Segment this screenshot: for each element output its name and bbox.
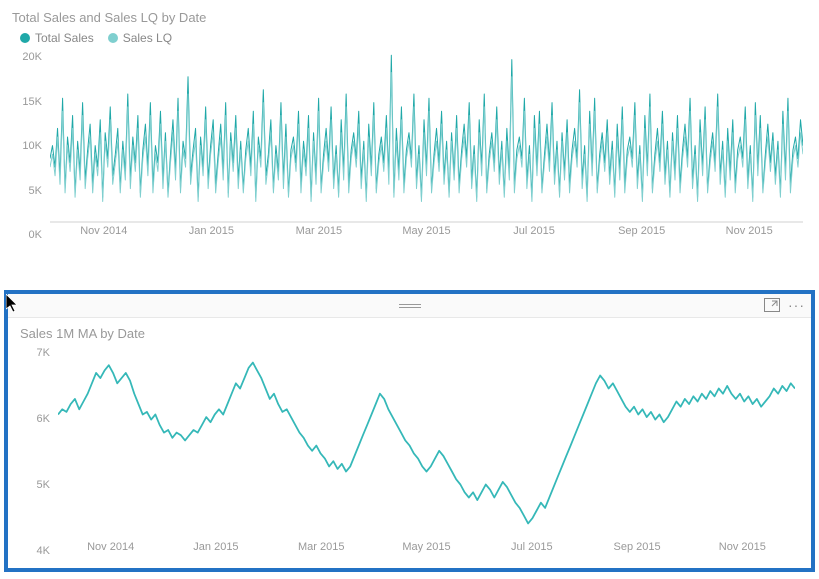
axis-tick-label: Jan 2015 (189, 225, 234, 237)
legend-label: Total Sales (35, 31, 94, 45)
chart-plot-area[interactable]: 20K 15K 10K 5K 0K Nov 2014 Jan 2015 Mar 2015 Ma… (12, 51, 807, 241)
axis-tick-label: 15K (22, 96, 42, 108)
chart-title: Total Sales and Sales LQ by Date (12, 10, 807, 25)
axis-tick-label: Nov 2014 (80, 225, 127, 237)
axis-tick-label: Nov 2015 (719, 541, 766, 553)
x-axis: Nov 2014 Jan 2015 Mar 2015 May 2015 Jul 2015… (50, 225, 803, 241)
chart-plot-area[interactable]: 7K 6K 5K 4K Nov 2014 Jan 2015 Mar 2015 May 201… (20, 347, 799, 557)
axis-tick-label: Nov 2015 (726, 225, 773, 237)
plot (50, 51, 803, 223)
axis-tick-label: Mar 2015 (296, 225, 342, 237)
legend-item-total-sales[interactable]: Total Sales (20, 31, 94, 45)
visual-header-toolbar: ··· (8, 294, 811, 318)
x-axis: Nov 2014 Jan 2015 Mar 2015 May 2015 Jul 2015… (58, 541, 795, 557)
chart-visual-total-sales[interactable]: Total Sales and Sales LQ by Date Total S… (0, 0, 819, 280)
axis-tick-label: Sep 2015 (618, 225, 665, 237)
legend-item-sales-lq[interactable]: Sales LQ (108, 31, 172, 45)
axis-tick-label: 0K (29, 229, 42, 241)
plot (58, 347, 795, 539)
axis-tick-label: May 2015 (402, 225, 450, 237)
axis-tick-label: 4K (37, 545, 50, 557)
focus-mode-button[interactable] (764, 298, 780, 312)
legend-swatch-icon (20, 33, 30, 43)
legend-label: Sales LQ (123, 31, 172, 45)
axis-tick-label: Jul 2015 (513, 225, 555, 237)
legend: Total Sales Sales LQ (20, 31, 807, 45)
y-axis: 20K 15K 10K 5K 0K (12, 51, 46, 241)
axis-tick-label: 5K (37, 479, 50, 491)
axis-tick-label: 6K (37, 413, 50, 425)
chart-title: Sales 1M MA by Date (20, 326, 799, 341)
axis-tick-label: 10K (22, 140, 42, 152)
cursor-icon (6, 294, 22, 319)
axis-tick-label: Jan 2015 (193, 541, 238, 553)
drag-handle-icon[interactable] (399, 304, 421, 308)
axis-tick-label: 5K (29, 185, 42, 197)
axis-tick-label: Jul 2015 (511, 541, 553, 553)
axis-tick-label: Sep 2015 (614, 541, 661, 553)
legend-swatch-icon (108, 33, 118, 43)
axis-tick-label: Mar 2015 (298, 541, 344, 553)
axis-tick-label: Nov 2014 (87, 541, 134, 553)
chart-visual-sales-ma-selected[interactable]: ··· Sales 1M MA by Date 7K 6K 5K 4K Nov 201… (4, 290, 815, 572)
axis-tick-label: May 2015 (402, 541, 450, 553)
y-axis: 7K 6K 5K 4K (20, 347, 54, 557)
axis-tick-label: 20K (22, 51, 42, 63)
more-options-button[interactable]: ··· (788, 297, 805, 313)
axis-tick-label: 7K (37, 347, 50, 359)
